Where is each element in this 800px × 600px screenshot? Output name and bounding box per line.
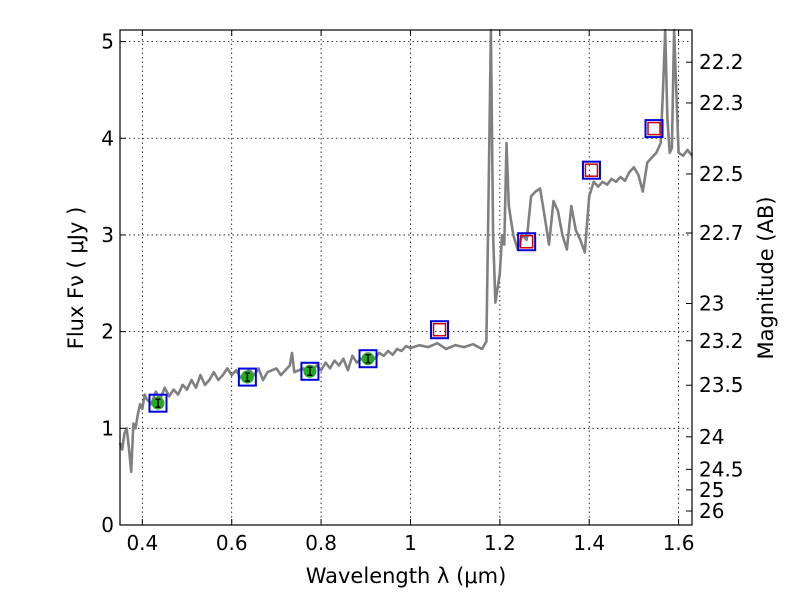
x-tick-label: 0.4: [126, 531, 158, 555]
y-tick-label: 5: [101, 30, 114, 54]
y-tick-label: 0: [101, 513, 114, 537]
mag-tick-label: 25: [699, 478, 724, 502]
photometry-point-measured: [148, 393, 168, 413]
point-box: [237, 367, 257, 387]
y-tick-label: 1: [101, 416, 114, 440]
spectrum-layer: [118, 28, 694, 474]
point-box: [148, 393, 168, 413]
mag-tick-label: 22.3: [699, 91, 744, 115]
point-marker: [584, 163, 599, 177]
x-tick-label: 1: [404, 531, 417, 555]
x-tick-label: 0.8: [305, 531, 337, 555]
point-box: [430, 320, 450, 340]
point-box: [358, 349, 378, 369]
spectrum-line: [118, 28, 694, 474]
photometry-point-measured: [358, 349, 378, 369]
mag-tick-label: 22.7: [699, 221, 744, 245]
mag-tick-label: 23.2: [699, 329, 744, 353]
y-tick-label: 3: [101, 223, 114, 247]
mag-tick-label: 22.5: [699, 162, 744, 186]
point-box: [300, 361, 320, 381]
mag-tick-label: 22.2: [699, 50, 744, 74]
y-tick-label: 2: [101, 320, 114, 344]
photometry-points: [148, 119, 664, 413]
photometry-point-model: [581, 160, 601, 180]
x-tick-label: 1.4: [573, 531, 605, 555]
x-tick-label: 1.6: [663, 531, 695, 555]
photometry-point-model: [517, 232, 537, 252]
point-marker: [432, 322, 447, 337]
photometry-point-measured: [300, 361, 320, 381]
point-marker: [647, 121, 661, 136]
mag-tick-label: 24: [699, 425, 724, 449]
mag-tick-label: 24.5: [699, 457, 744, 481]
photometry-point-measured: [237, 367, 257, 387]
photometry-point-model: [430, 320, 450, 340]
ticks: 0.4 0.6 0.8 1 1.2 1.4 1.601234522.222.322.522.…: [101, 30, 743, 555]
point-box: [517, 232, 537, 252]
y2-axis-label: Magnitude (AB): [754, 196, 778, 359]
mag-tick-label: 23.5: [699, 373, 744, 397]
mag-tick-label: 26: [699, 499, 724, 523]
point-box: [644, 119, 664, 139]
point-box: [581, 160, 601, 180]
y-axis-label: Flux Fν ( μJy ): [64, 207, 88, 350]
point-marker: [519, 234, 534, 249]
plot-background: [120, 30, 692, 525]
x-tick-label: 0.6: [216, 531, 248, 555]
x-axis-label: Wavelength λ (μm): [306, 564, 507, 588]
plot-frame: [119, 29, 693, 526]
y-tick-label: 4: [101, 126, 114, 150]
mag-tick-label: 23: [699, 292, 724, 316]
photometry-point-model: [644, 119, 664, 139]
x-tick-label: 1.2: [484, 531, 516, 555]
